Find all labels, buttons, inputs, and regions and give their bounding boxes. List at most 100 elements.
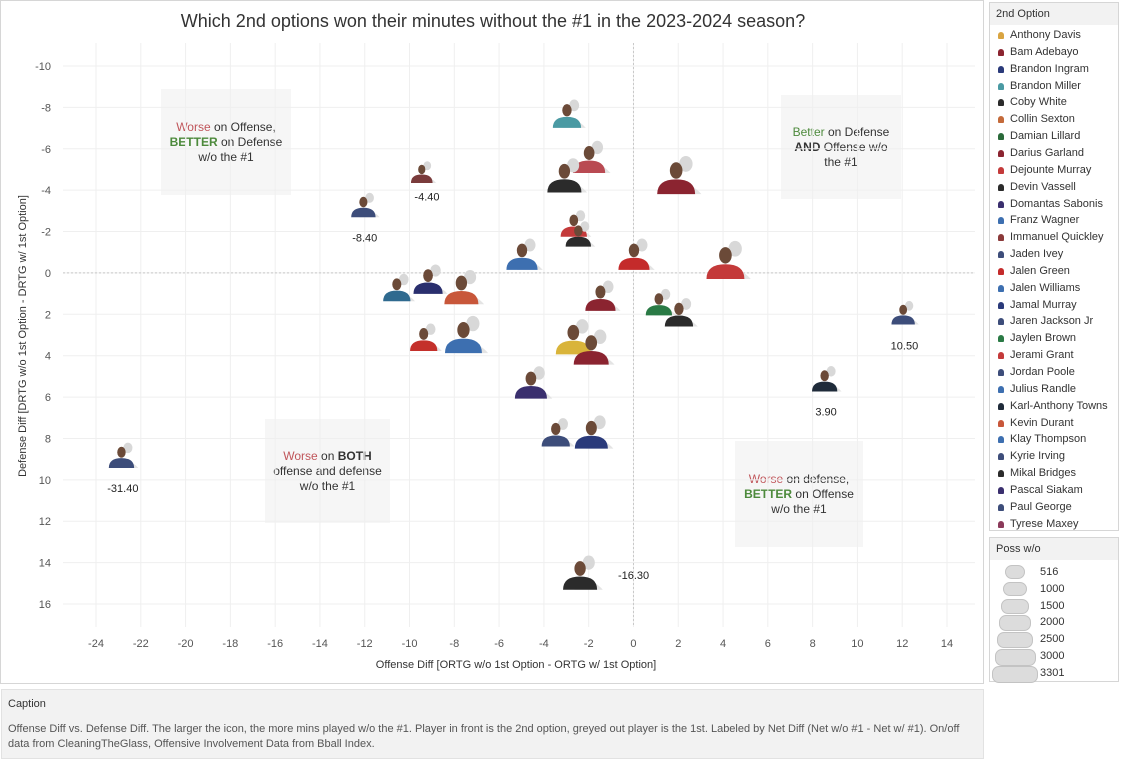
player-point[interactable]: [573, 329, 615, 365]
y-tick-label: -6: [41, 144, 51, 156]
player-icon: [998, 183, 1004, 191]
player-point[interactable]: [444, 315, 489, 354]
legend-item-label: Domantas Sabonis: [1010, 197, 1103, 210]
size-legend-label: 3301: [1040, 666, 1065, 679]
size-legend-label: 3000: [1040, 650, 1065, 662]
size-swatch: [1005, 565, 1025, 579]
legend-item-label: Damian Lillard: [1010, 130, 1081, 143]
player-point[interactable]: [555, 319, 597, 355]
player-point[interactable]: [383, 273, 415, 302]
size-legend-item: 3000: [990, 648, 1120, 666]
jersey-shape: [573, 351, 609, 365]
legend-item[interactable]: Julius Randle: [990, 381, 1118, 398]
player-point[interactable]: [585, 280, 621, 311]
player-point[interactable]: [812, 366, 842, 392]
legend-item[interactable]: Domantas Sabonis: [990, 196, 1118, 213]
player-point[interactable]: [664, 298, 698, 327]
legend-item[interactable]: Coby White: [990, 94, 1118, 111]
size-swatch: [996, 632, 1034, 649]
first-option-ghost: [567, 158, 580, 173]
x-tick-label: 14: [941, 638, 953, 650]
scatter-plot: -24 -22 -20 -18 -16 -14 -12 -10 -8 -6 -4 -2 0 2 4 6 8 10 1…: [17, 43, 975, 671]
legend-item[interactable]: Collin Sexton: [990, 111, 1118, 128]
legend-item-label: Kyrie Irving: [1010, 450, 1066, 463]
player-point[interactable]: [560, 210, 592, 237]
legend-item[interactable]: Kevin Durant: [990, 415, 1118, 432]
legend-item[interactable]: Pascal Siakam: [990, 482, 1118, 499]
player-icon: [998, 116, 1004, 124]
legend-item[interactable]: Paul George: [990, 499, 1118, 516]
jersey-shape: [514, 386, 547, 399]
legend-item[interactable]: Bam Adebayo: [990, 44, 1118, 61]
player-point[interactable]: [563, 555, 603, 590]
player-point[interactable]: [541, 418, 575, 447]
legend-item[interactable]: Kyrie Irving: [990, 448, 1118, 465]
legend-item-label: Jaren Jackson Jr: [1010, 315, 1094, 328]
player-point[interactable]: [351, 192, 380, 218]
legend-item[interactable]: Immanuel Quickley: [990, 229, 1118, 246]
legend-item[interactable]: Jerami Grant: [990, 347, 1118, 364]
player-point[interactable]: [574, 415, 614, 449]
first-option-ghost: [582, 555, 595, 570]
legend-item[interactable]: Dejounte Murray: [990, 162, 1118, 179]
player-icon: [998, 48, 1004, 56]
chart-title: Which 2nd options won their minutes with…: [180, 11, 806, 31]
legend-item[interactable]: Jordan Poole: [990, 364, 1118, 381]
head-shape: [562, 104, 572, 117]
legend-item[interactable]: Darius Garland: [990, 145, 1118, 162]
y-tick-label: 14: [39, 558, 51, 570]
x-tick-label: 6: [765, 638, 771, 650]
player-point[interactable]: [547, 158, 588, 193]
quadrant-bold-text: AND: [794, 139, 821, 154]
legend-item[interactable]: Jaren Jackson Jr: [990, 313, 1118, 330]
legend-item[interactable]: Klay Thompson: [990, 431, 1118, 448]
player-point[interactable]: [444, 270, 485, 305]
legend-item[interactable]: Karl-Anthony Towns: [990, 398, 1118, 415]
legend-item[interactable]: Damian Lillard: [990, 128, 1118, 145]
legend-item[interactable]: Devin Vassell: [990, 179, 1118, 196]
player-point[interactable]: [410, 323, 442, 351]
first-option-ghost: [524, 238, 536, 252]
legend-item[interactable]: Jamal Murray: [990, 297, 1118, 314]
legend-item[interactable]: Tyrese Maxey: [990, 516, 1118, 533]
legend-item[interactable]: Jaylen Brown: [990, 330, 1118, 347]
player-point[interactable]: [565, 221, 596, 247]
legend-item[interactable]: Jaden Ivey: [990, 246, 1118, 263]
player-point[interactable]: [891, 300, 919, 325]
player-point[interactable]: [706, 240, 751, 280]
jersey-shape: [891, 315, 915, 325]
player-point[interactable]: [410, 161, 437, 183]
legend-item[interactable]: Jalen Green: [990, 263, 1118, 280]
player-point[interactable]: [645, 288, 677, 316]
player-icon: [998, 385, 1004, 393]
player-point[interactable]: [552, 99, 586, 128]
legend-item-label: Brandon Ingram: [1010, 62, 1089, 75]
x-tick-label: -16: [267, 638, 283, 650]
player-point[interactable]: [413, 264, 448, 294]
color-legend: 2nd Option Anthony Davis Bam Adebayo Brand…: [989, 2, 1119, 531]
first-option-ghost: [591, 140, 604, 155]
legend-item[interactable]: Anthony Davis: [990, 27, 1118, 44]
quadrant-text: on: [317, 448, 338, 463]
player-point[interactable]: [657, 156, 702, 195]
quadrant-worse-text: Worse: [748, 471, 784, 486]
jersey-shape: [664, 315, 694, 327]
legend-item[interactable]: Jalen Williams: [990, 280, 1118, 297]
player-point[interactable]: [108, 442, 139, 469]
player-point[interactable]: [506, 238, 543, 270]
legend-item[interactable]: Franz Wagner: [990, 212, 1118, 229]
size-legend-item: 2500: [990, 631, 1120, 649]
legend-item[interactable]: Brandon Miller: [990, 78, 1118, 95]
legend-item[interactable]: Mikal Bridges: [990, 465, 1118, 482]
player-point[interactable]: [618, 238, 655, 270]
player-point[interactable]: [573, 140, 611, 174]
legend-item-label: Klay Thompson: [1010, 433, 1087, 446]
size-legend-item: 516: [990, 564, 1120, 581]
size-legend-label: 516: [1040, 566, 1059, 578]
head-shape: [419, 328, 429, 340]
jersey-shape: [413, 282, 443, 294]
legend-item[interactable]: Brandon Ingram: [990, 61, 1118, 78]
player-point[interactable]: [514, 366, 553, 399]
first-option-ghost: [580, 221, 590, 232]
head-shape: [899, 304, 908, 315]
